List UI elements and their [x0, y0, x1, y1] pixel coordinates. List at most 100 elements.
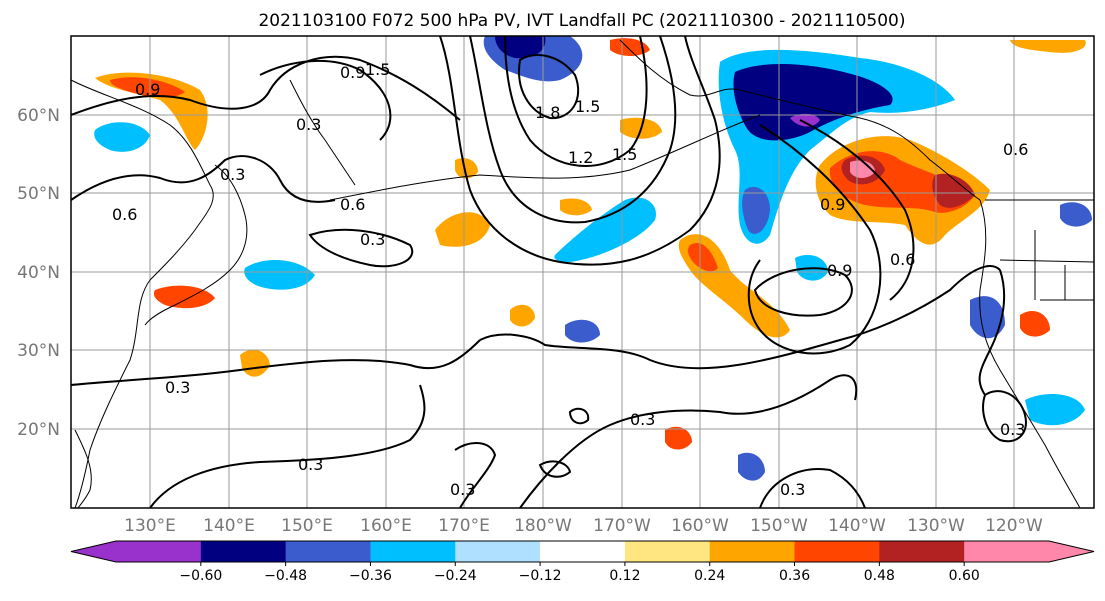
japan-coastline — [144, 164, 248, 326]
contour-label-8: 0.9 — [135, 80, 160, 99]
map-frame — [70, 35, 1095, 509]
contour-west-3 — [259, 60, 392, 141]
colorbar-segment — [794, 541, 880, 562]
contour-label-11: 0.3 — [165, 378, 190, 397]
aleutian-chain — [329, 114, 761, 201]
shade-north-pacific-core — [495, 36, 546, 59]
colorbar-tick-label: −0.24 — [434, 568, 477, 584]
colorbar-segment — [370, 541, 456, 562]
colorbar-tick-label: 0.60 — [949, 568, 980, 584]
lon-label-120w: 120°W — [985, 516, 1043, 536]
shade-blob-9 — [1060, 202, 1092, 227]
ivt-shading — [94, 36, 1092, 481]
colorbar-segment — [116, 541, 202, 562]
colorbar — [70, 540, 1095, 563]
lat-label-60n: 60°N — [17, 106, 60, 126]
shade-central-positive-tail-red — [687, 242, 718, 272]
contour-south-2 — [454, 442, 497, 508]
contour-label-7: 1.5 — [612, 145, 637, 164]
contour-central-south — [519, 374, 858, 508]
alaska-coastline — [619, 39, 981, 201]
lon-label-150w: 150°W — [750, 516, 808, 536]
contour-west-1 — [71, 55, 461, 121]
contour-label-10: 0.3 — [360, 230, 385, 249]
asia-coastline — [71, 79, 214, 508]
contour-label-16: 0.9 — [827, 261, 852, 280]
shade-blob-16 — [1010, 40, 1086, 53]
contour-labels: 1.5 0.9 0.3 1.8 1.5 1.2 1.5 0.9 0.6 0.3 … — [112, 60, 1028, 499]
shade-japan-east-negative — [244, 259, 315, 290]
contour-south-center — [759, 468, 866, 508]
contour-label-18: 0.9 — [820, 195, 845, 214]
shade-japan-positive — [153, 285, 215, 309]
lon-label-130e: 130°E — [124, 516, 176, 536]
shade-blob-11 — [510, 304, 535, 327]
shade-gulf-alaska-core — [733, 64, 893, 141]
pv-contours — [71, 36, 1027, 508]
lat-label-40n: 40°N — [17, 263, 60, 283]
colorbar-segment — [879, 541, 965, 562]
shade-coast-positive-dark — [932, 173, 975, 208]
contour-label-5: 1.5 — [575, 97, 600, 116]
contour-hawaii-loop — [753, 267, 853, 317]
lon-label-150e: 150°E — [281, 516, 333, 536]
shade-gulf-alaska-purple — [790, 113, 820, 127]
lat-label-50n: 50°N — [17, 184, 60, 204]
colorbar-segment — [624, 541, 711, 562]
figure-title: 2021103100 F072 500 hPa PV, IVT Landfall… — [258, 11, 905, 31]
colorbar-segment — [200, 541, 287, 562]
colorbar-segment — [964, 541, 1050, 562]
shade-pnw-positive-pink — [850, 160, 875, 178]
contour-central — [479, 265, 1001, 370]
north-america-coastline — [979, 199, 1081, 508]
lat-label-20n: 20°N — [17, 420, 60, 440]
colorbar-tick-label: −0.36 — [349, 568, 392, 584]
shade-blob-6 — [1025, 394, 1085, 426]
contour-small-loop-1 — [568, 407, 590, 425]
shade-blob-3 — [565, 319, 600, 343]
shade-blob-8 — [970, 296, 1005, 339]
lon-label-170e: 170°E — [438, 516, 490, 536]
colorbar-tick-label: −0.12 — [519, 568, 562, 584]
contour-label-15: 0.3 — [780, 480, 805, 499]
philippines-coast — [74, 429, 92, 508]
contour-label-22: 0.6 — [340, 195, 365, 214]
latitude-labels: 60°N 50°N 40°N 30°N 20°N — [17, 106, 60, 440]
contour-label-1: 1.5 — [365, 60, 390, 79]
shade-gulf-alaska-mid — [742, 186, 770, 234]
lon-label-160w: 160°W — [671, 516, 729, 536]
colorbar-segment — [540, 541, 626, 562]
kamchatka-coastline — [289, 79, 356, 186]
colorbar-tick-label: 0.24 — [694, 568, 725, 584]
contour-label-14: 0.3 — [630, 410, 655, 429]
contour-east-coast — [978, 269, 1006, 396]
contour-label-20: 0.3 — [1000, 420, 1025, 439]
colorbar-tick-label: −0.60 — [179, 568, 222, 584]
contour-mid-pacific — [308, 228, 414, 268]
shade-blob-7 — [1020, 310, 1050, 337]
lon-label-180w: 180°W — [514, 516, 572, 536]
colorbar-tick-label: 0.12 — [609, 568, 640, 584]
contour-label-21: 0.3 — [220, 165, 245, 184]
contour-south-1 — [149, 384, 426, 508]
coastlines — [71, 39, 1094, 508]
lon-label-160e: 160°E — [360, 516, 412, 536]
lat-label-30n: 30°N — [17, 341, 60, 361]
contour-label-9: 0.6 — [112, 205, 137, 224]
contour-trough-inner — [504, 36, 648, 167]
contour-alaska-ridge-2 — [799, 119, 915, 301]
shade-mid-pacific-band — [554, 197, 656, 262]
shade-blob-15 — [455, 158, 478, 179]
contour-label-12: 0.3 — [298, 455, 323, 474]
colorbar-segment — [285, 541, 371, 562]
contour-label-3: 0.3 — [296, 115, 321, 134]
colorbar-tick-label: −0.48 — [264, 568, 307, 584]
contour-trough-outer — [439, 36, 721, 266]
shade-blob-4 — [665, 426, 692, 450]
colorbar-outline — [70, 540, 1095, 563]
shade-blob-1 — [435, 212, 490, 247]
colorbar-tick-labels: −0.60 −0.48 −0.36 −0.24 −0.12 0.12 0.24 0.36 0.4… — [179, 562, 980, 584]
contour-label-19: 0.6 — [1003, 140, 1028, 159]
shade-northwest-negative — [94, 122, 150, 152]
